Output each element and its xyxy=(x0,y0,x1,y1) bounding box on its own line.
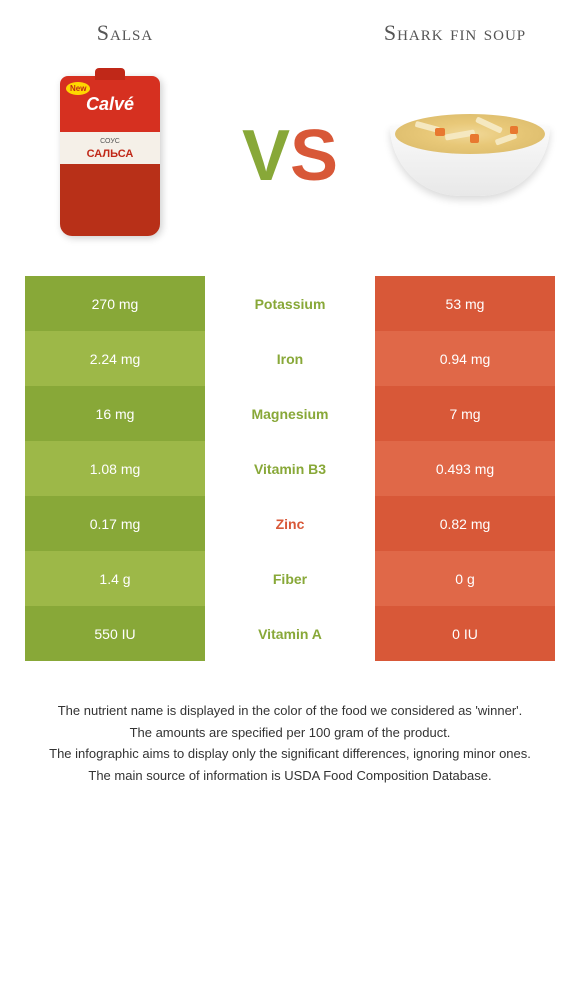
table-row: 270 mgPotassium53 mg xyxy=(25,276,555,331)
comparison-table: 270 mgPotassium53 mg2.24 mgIron0.94 mg16… xyxy=(25,276,555,661)
salsa-package-icon: New Calvé СОУС САЛЬСА xyxy=(60,76,160,236)
nutrient-name: Iron xyxy=(205,331,375,386)
table-row: 2.24 mgIron0.94 mg xyxy=(25,331,555,386)
right-food-image xyxy=(385,71,555,241)
right-food-title: Shark fin soup xyxy=(355,20,555,46)
nutrient-name: Magnesium xyxy=(205,386,375,441)
left-value: 550 IU xyxy=(25,606,205,661)
table-row: 550 IUVitamin A0 IU xyxy=(25,606,555,661)
right-value: 0.94 mg xyxy=(375,331,555,386)
vs-label: V S xyxy=(242,115,338,197)
product-name: САЛЬСА xyxy=(60,148,160,160)
right-value: 0.82 mg xyxy=(375,496,555,551)
footer-line: The nutrient name is displayed in the co… xyxy=(35,701,545,721)
vs-v-letter: V xyxy=(242,115,290,197)
soup-bowl-icon xyxy=(390,106,550,206)
nutrient-name: Zinc xyxy=(205,496,375,551)
vs-s-letter: S xyxy=(290,115,338,197)
left-value: 0.17 mg xyxy=(25,496,205,551)
nutrient-name: Potassium xyxy=(205,276,375,331)
footer-notes: The nutrient name is displayed in the co… xyxy=(25,701,555,785)
left-value: 2.24 mg xyxy=(25,331,205,386)
product-type: СОУС xyxy=(60,138,160,145)
infographic-container: Salsa Shark fin soup New Calvé СОУС САЛЬ… xyxy=(0,0,580,807)
header: Salsa Shark fin soup xyxy=(25,20,555,46)
footer-line: The main source of information is USDA F… xyxy=(35,766,545,786)
nutrient-name: Vitamin A xyxy=(205,606,375,661)
left-value: 1.4 g xyxy=(25,551,205,606)
nutrient-name: Fiber xyxy=(205,551,375,606)
right-value: 0 IU xyxy=(375,606,555,661)
left-value: 1.08 mg xyxy=(25,441,205,496)
right-value: 0 g xyxy=(375,551,555,606)
table-row: 0.17 mgZinc0.82 mg xyxy=(25,496,555,551)
right-value: 0.493 mg xyxy=(375,441,555,496)
table-row: 16 mgMagnesium7 mg xyxy=(25,386,555,441)
right-value: 7 mg xyxy=(375,386,555,441)
nutrient-name: Vitamin B3 xyxy=(205,441,375,496)
table-row: 1.08 mgVitamin B30.493 mg xyxy=(25,441,555,496)
left-value: 270 mg xyxy=(25,276,205,331)
left-food-image: New Calvé СОУС САЛЬСА xyxy=(25,71,195,241)
footer-line: The amounts are specified per 100 gram o… xyxy=(35,723,545,743)
images-row: New Calvé СОУС САЛЬСА V S xyxy=(25,66,555,246)
brand-label: Calvé xyxy=(60,94,160,115)
table-row: 1.4 gFiber0 g xyxy=(25,551,555,606)
right-value: 53 mg xyxy=(375,276,555,331)
footer-line: The infographic aims to display only the… xyxy=(35,744,545,764)
left-value: 16 mg xyxy=(25,386,205,441)
left-food-title: Salsa xyxy=(25,20,225,46)
